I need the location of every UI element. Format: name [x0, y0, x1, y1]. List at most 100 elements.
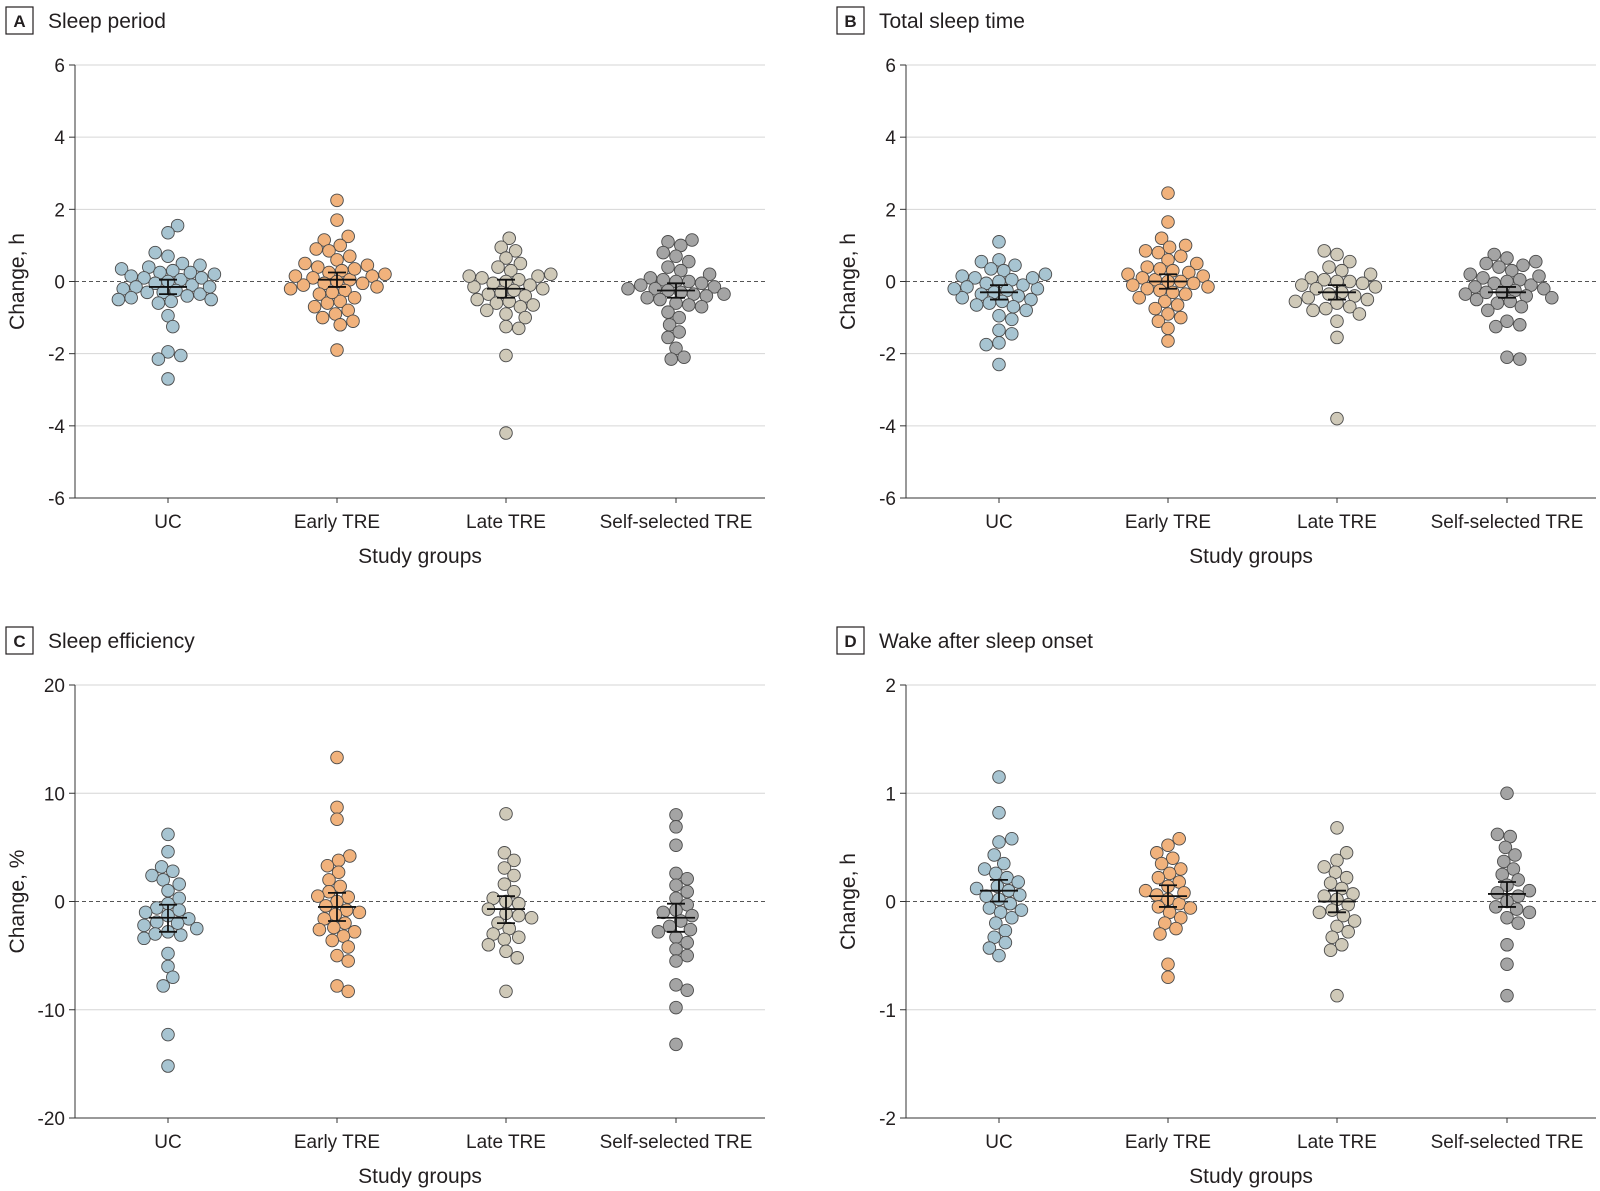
x-axis-title: Study groups [358, 545, 482, 568]
data-point [180, 289, 194, 303]
data-point [288, 269, 303, 283]
data-point [977, 862, 992, 876]
x-axis-title: Study groups [1189, 1165, 1313, 1188]
data-point [1295, 278, 1309, 292]
data-point [341, 954, 355, 968]
data-point [1150, 888, 1164, 902]
data-point [694, 300, 709, 314]
data-point [979, 337, 993, 352]
data-point [998, 923, 1013, 938]
data-point [669, 249, 683, 263]
data-point [1529, 254, 1543, 269]
data-point [1008, 258, 1022, 273]
data-point [1516, 258, 1530, 273]
data-point [370, 280, 384, 294]
data-point [489, 296, 504, 310]
data-point [992, 323, 1006, 337]
data-point [992, 770, 1006, 784]
data-point [322, 244, 336, 258]
data-point [1339, 846, 1354, 860]
panel-badge-box [5, 6, 34, 35]
panel-letter: A [13, 12, 25, 31]
data-point [992, 309, 1006, 323]
data-point [1161, 970, 1175, 985]
data-point [1317, 860, 1331, 874]
data-point [1330, 330, 1344, 345]
data-point [1174, 249, 1188, 263]
y-tick-label: -4 [879, 417, 896, 438]
x-tick-label: Late TRE [466, 1132, 546, 1153]
data-point [1005, 312, 1019, 327]
data-point [1481, 303, 1495, 318]
data-point [151, 352, 166, 366]
y-tick-label: -6 [879, 489, 896, 510]
data-point [669, 954, 683, 968]
data-point [137, 931, 151, 946]
data-point [518, 310, 532, 325]
data-point [680, 885, 694, 899]
data-point [480, 303, 494, 318]
data-point [1330, 988, 1344, 1003]
y-tick-label: -20 [38, 1109, 65, 1130]
data-point [352, 905, 367, 920]
data-point [339, 903, 354, 917]
data-point [331, 853, 346, 868]
x-tick-label: UC [985, 1132, 1012, 1153]
series-early-tre [1121, 186, 1215, 348]
data-point [497, 861, 512, 875]
data-point [507, 283, 521, 298]
data-point [531, 269, 545, 283]
data-point [497, 846, 512, 860]
data-point [161, 372, 175, 386]
data-point [1522, 905, 1537, 920]
data-point [669, 942, 683, 956]
data-point [161, 249, 175, 263]
series-uc [111, 218, 222, 386]
data-point [194, 271, 209, 285]
series-uc [947, 235, 1053, 372]
data-point [1201, 280, 1215, 294]
data-point [507, 885, 521, 899]
data-point [499, 426, 513, 440]
y-tick-label: -4 [48, 417, 65, 438]
y-tick-label: 6 [54, 56, 65, 77]
data-point [682, 298, 696, 312]
data-point [161, 827, 175, 842]
x-axis-title: Study groups [358, 1165, 482, 1188]
data-point [1352, 307, 1367, 321]
data-point [982, 901, 997, 915]
data-point [499, 807, 513, 821]
panel-title: Wake after sleep onset [879, 630, 1093, 653]
data-point [491, 260, 505, 274]
data-point [140, 285, 154, 300]
data-point [669, 930, 683, 944]
panel-C: C Sleep efficiency -20 -10 0 10 20 Change, % UC E… [5, 626, 765, 1188]
data-point [682, 274, 696, 289]
data-point [309, 242, 323, 256]
data-point [161, 1059, 175, 1073]
data-point [1132, 290, 1146, 305]
data-point [1500, 350, 1514, 365]
data-point [717, 287, 731, 301]
data-point [1325, 930, 1339, 944]
data-point [1330, 853, 1344, 868]
data-point [330, 750, 344, 765]
data-point [989, 866, 1003, 881]
data-point [174, 928, 188, 942]
series-self-selected-tre [1488, 786, 1537, 1003]
x-tick-label: UC [154, 1132, 181, 1153]
data-point [669, 1037, 683, 1052]
data-point [156, 979, 170, 993]
data-point [315, 310, 330, 325]
data-point [1537, 281, 1551, 296]
data-point [343, 849, 357, 863]
data-point [507, 853, 521, 868]
panel-badge-box [836, 6, 865, 35]
data-point [138, 905, 153, 920]
y-tick-label: 2 [54, 200, 65, 221]
y-axis-title: Change, % [6, 850, 29, 954]
data-point [1148, 301, 1162, 316]
data-point [992, 235, 1006, 249]
data-point [341, 940, 355, 954]
series-self-selected-tre [651, 808, 699, 1052]
